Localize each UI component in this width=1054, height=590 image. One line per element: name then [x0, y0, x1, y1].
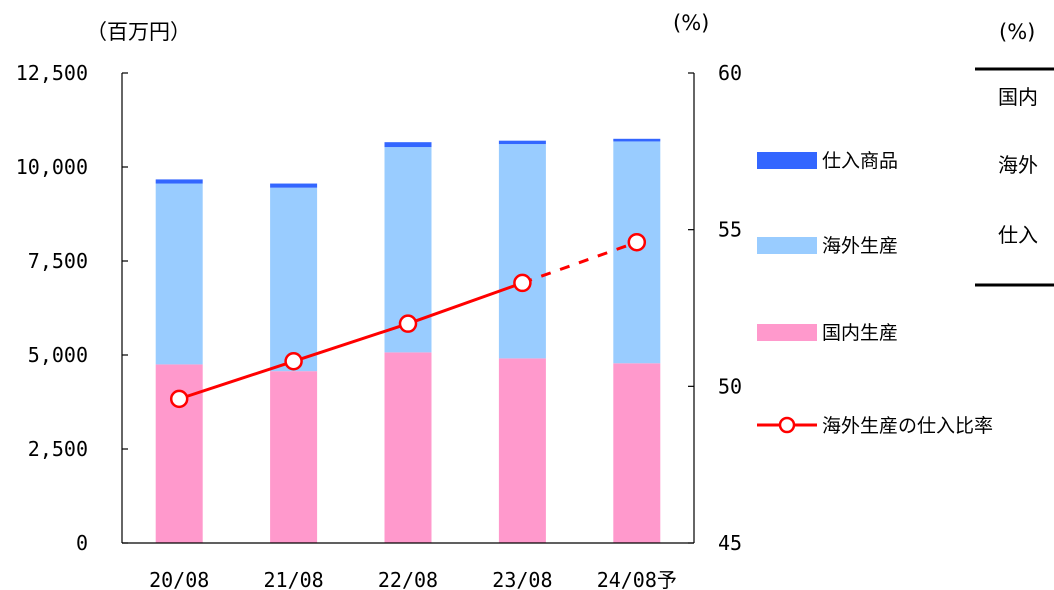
line-segment [293, 322, 409, 363]
bar-domestic [384, 352, 432, 543]
bar-domestic [270, 371, 318, 543]
line-point [513, 273, 532, 293]
table-row-domestic: 国内 [998, 85, 1038, 109]
line-point [284, 352, 303, 371]
bar-purchased [613, 138, 661, 142]
left-tick-label: 10,000 [16, 155, 88, 179]
legend-label: 国内生産 [822, 322, 898, 344]
left-tick-label: 2,500 [28, 437, 88, 461]
bar-purchased [155, 179, 203, 184]
x-tick-label: 20/08 [149, 568, 209, 590]
left-tick-label: 5,000 [28, 343, 88, 367]
legend-label: 海外生産の仕入比率 [822, 415, 993, 437]
bar-overseas [498, 144, 546, 359]
legend-swatch [757, 152, 817, 169]
bar-purchased [498, 140, 546, 145]
bar-purchased [270, 183, 318, 188]
table-row-purchased: 仕入 [998, 223, 1038, 247]
line-segment-forecast [521, 240, 638, 285]
bar-domestic [613, 363, 661, 543]
left-tick-label: 12,500 [16, 61, 88, 85]
bar-purchased [384, 142, 432, 148]
legend-label: 海外生産 [822, 235, 898, 257]
bar-domestic [498, 358, 546, 543]
left-tick-label: 7,500 [28, 249, 88, 273]
line-segment [178, 359, 295, 401]
left-axis: 0 2,500 5,000 7,500 10,000 12,500 [16, 61, 128, 555]
line-point [627, 232, 647, 252]
x-tick-label: 22/08 [378, 568, 438, 590]
legend-label: 仕入商品 [822, 150, 898, 172]
line-point [169, 389, 189, 409]
bar-series [155, 138, 661, 543]
left-unit-label: （百万円） [86, 20, 191, 44]
right-tick-label: 55 [718, 218, 742, 242]
bar-overseas [613, 141, 661, 364]
right-tick-label: 60 [718, 61, 742, 85]
left-tick-label: 0 [76, 531, 88, 555]
right-axis: 45 50 55 60 [688, 61, 742, 555]
legend-swatch [757, 237, 817, 254]
x-tick-label: 24/08予 [597, 568, 677, 590]
table-row-overseas: 海外 [998, 153, 1038, 177]
bar-overseas [270, 187, 318, 372]
right-tick-label: 50 [718, 374, 742, 398]
right-unit-label: (%) [673, 11, 709, 35]
legend-marker [778, 416, 796, 434]
bar-overseas [155, 183, 203, 365]
line-series [169, 232, 647, 409]
x-axis: 20/08 21/08 22/08 23/08 24/08予 [149, 568, 677, 590]
x-tick-label: 23/08 [492, 568, 552, 590]
table-unit-label: (%) [999, 20, 1035, 44]
side-table: (%) 国内 海外 仕入 [975, 20, 1054, 287]
line-segment [407, 281, 523, 326]
legend-swatch [757, 324, 817, 341]
line-point [398, 314, 418, 333]
right-tick-label: 45 [718, 531, 742, 555]
x-tick-label: 21/08 [263, 568, 323, 590]
